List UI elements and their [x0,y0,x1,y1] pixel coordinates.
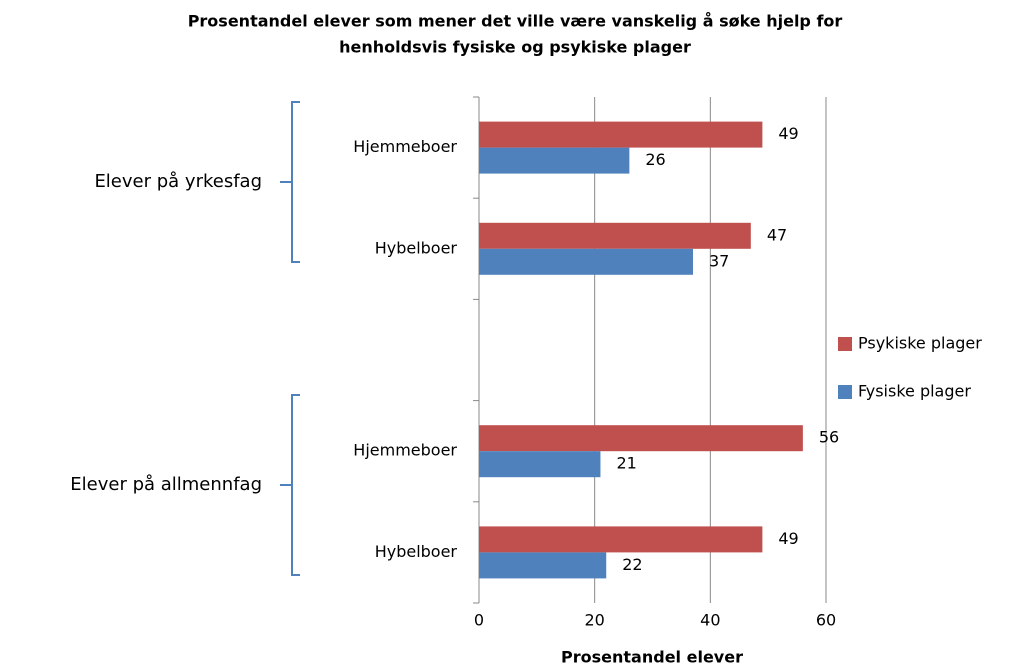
bar [479,425,803,452]
chart-title: henholdsvis fysiske og psykiske plager [339,38,691,57]
legend-label: Fysiske plager [858,382,971,401]
bar [479,451,601,478]
group-bracket [280,101,300,263]
data-label: 37 [709,251,729,270]
group-bracket [280,394,300,576]
x-tick-label: 0 [474,611,484,630]
data-label: 56 [819,428,839,447]
data-label: 49 [778,529,798,548]
data-label: 22 [622,555,642,574]
bar [479,526,763,553]
data-label: 21 [616,454,636,473]
group-label: Elever på allmennfag [70,474,262,495]
group-label: Elever på yrkesfag [94,171,262,192]
data-label: 47 [767,225,787,244]
y-tick-label: Hybelboer [375,238,458,257]
x-tick-label: 40 [700,611,720,630]
chart-title: Prosentandel elever som mener det ville … [188,12,843,31]
bar [479,121,763,148]
data-label: 49 [778,124,798,143]
y-tick-label: Hjemmeboer [353,441,457,460]
x-tick-label: 60 [816,611,836,630]
data-label: 26 [645,150,665,169]
y-tick-label: Hjemmeboer [353,137,457,156]
y-tick-label: Hybelboer [375,542,458,561]
legend-label: Psykiske plager [858,334,982,353]
x-axis-title: Prosentandel elever [561,648,743,667]
legend-swatch [838,337,852,351]
bar [479,552,607,579]
legend-swatch [838,385,852,399]
bar [479,248,693,275]
x-tick-label: 20 [584,611,604,630]
bar [479,222,751,249]
bar [479,147,630,174]
